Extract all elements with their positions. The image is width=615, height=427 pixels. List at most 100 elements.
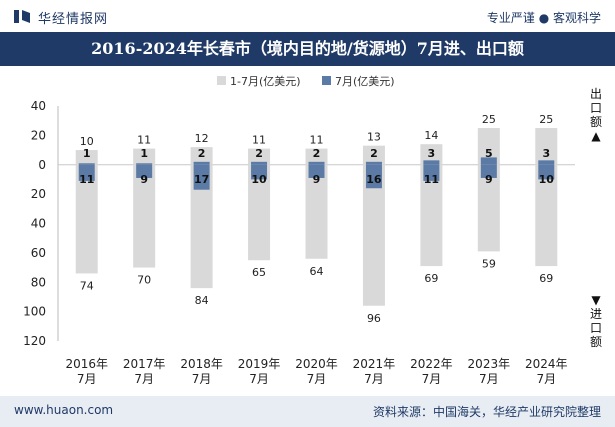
y-tick-label: 80 — [31, 275, 46, 289]
data-label-monthly-import: 10 — [539, 173, 555, 186]
data-label-annual-import: 96 — [367, 312, 381, 325]
data-label-monthly-export: 1 — [83, 147, 91, 160]
bar-monthly-export — [538, 160, 555, 165]
data-label-monthly-import: 9 — [140, 173, 148, 186]
bar-annual-export — [133, 148, 156, 165]
data-label-monthly-import: 17 — [194, 173, 209, 186]
x-category-label: 7月 — [192, 372, 212, 386]
x-category-label: 7月 — [249, 372, 269, 386]
bar-annual-export — [75, 150, 98, 165]
bar-monthly-export — [480, 157, 497, 165]
bar-monthly-import — [480, 164, 497, 178]
export-axis-caption: 额 — [590, 115, 602, 129]
bar-annual-export — [305, 148, 328, 165]
data-label-monthly-export: 2 — [313, 147, 321, 160]
bar-monthly-import — [538, 164, 555, 180]
data-source: 资料来源：中国海关，华经产业研究院整理 — [372, 405, 601, 419]
data-label-monthly-export: 1 — [140, 147, 148, 160]
data-label-annual-import: 70 — [137, 274, 151, 287]
data-label-monthly-import: 9 — [485, 173, 493, 186]
bar-annual-import — [420, 164, 443, 267]
bar-monthly-export — [136, 163, 153, 165]
bar-annual-export — [477, 128, 500, 165]
y-tick-label: 40 — [31, 99, 46, 113]
data-label-annual-export: 10 — [80, 135, 94, 148]
data-label-monthly-import: 16 — [366, 173, 382, 186]
y-tick-label: 100 — [23, 305, 46, 319]
x-category-label: 2016年 — [65, 357, 108, 371]
data-label-annual-export: 25 — [539, 113, 553, 126]
x-category-label: 7月 — [364, 372, 384, 386]
title-bar: 2016-2024年长春市（境内目的地/货源地）7月进、出口额 — [0, 32, 615, 66]
slogan: 专业严谨 ● 客观科学 — [486, 11, 601, 25]
x-category-label: 2023年 — [468, 357, 511, 371]
data-label-monthly-export: 3 — [428, 147, 436, 160]
bar-annual-import — [190, 164, 213, 289]
bar-monthly-import — [365, 164, 382, 189]
footer-bar: www.huaon.com 资料来源：中国海关，华经产业研究院整理 — [0, 396, 615, 427]
data-label-annual-import: 84 — [195, 294, 209, 307]
bar-annual-export — [420, 144, 443, 165]
bar-monthly-import — [193, 164, 210, 190]
x-category-label: 7月 — [77, 372, 97, 386]
x-category-label: 2022年 — [410, 357, 453, 371]
bar-annual-export — [535, 128, 558, 165]
bar-monthly-export — [78, 163, 95, 165]
x-category-label: 2020年 — [295, 357, 338, 371]
bar-annual-import — [75, 164, 98, 274]
top-header: 华经情报网 专业严谨 ● 客观科学 — [0, 0, 615, 32]
legend-swatch-annual — [217, 76, 226, 85]
website-link[interactable]: www.huaon.com — [14, 403, 114, 417]
bar-monthly-import — [251, 164, 268, 180]
data-label-annual-export: 14 — [424, 129, 438, 142]
export-axis-caption: 口 — [590, 101, 602, 115]
x-category-label: 2018年 — [180, 357, 223, 371]
bar-monthly-export — [423, 160, 440, 165]
bar-monthly-export — [308, 161, 325, 165]
bar-annual-import — [133, 164, 156, 268]
data-label-annual-export: 11 — [137, 134, 151, 147]
x-category-label: 7月 — [422, 372, 442, 386]
bar-annual-export — [248, 148, 271, 165]
x-category-label: 2021年 — [353, 357, 396, 371]
data-label-monthly-import: 10 — [251, 173, 267, 186]
bar-monthly-import — [308, 164, 325, 178]
bar-monthly-import — [136, 164, 153, 178]
y-tick-label: 20 — [31, 128, 46, 142]
data-label-monthly-import: 9 — [313, 173, 321, 186]
y-tick-label: 60 — [31, 246, 46, 260]
x-category-label: 7月 — [307, 372, 327, 386]
legend-swatch-monthly — [322, 76, 331, 85]
x-category-label: 2017年 — [123, 357, 166, 371]
bar-annual-import — [535, 164, 558, 267]
data-label-annual-export: 12 — [195, 132, 209, 145]
y-tick-label: 120 — [23, 334, 46, 348]
data-label-annual-export: 11 — [252, 134, 266, 147]
bar-monthly-export — [365, 161, 382, 165]
bar-annual-import — [362, 164, 385, 306]
bar-annual-export — [190, 147, 213, 165]
import-axis-caption: 额 — [590, 335, 602, 349]
import-axis-caption: 进 — [590, 307, 602, 321]
data-label-monthly-export: 3 — [542, 147, 550, 160]
y-tick-label: 0 — [38, 158, 46, 172]
y-tick-label: 40 — [31, 217, 46, 231]
bar-monthly-import — [78, 164, 95, 181]
bar-annual-import — [477, 164, 500, 252]
data-label-monthly-export: 2 — [198, 147, 206, 160]
data-label-annual-import: 59 — [482, 257, 496, 270]
data-label-annual-export: 11 — [310, 134, 324, 147]
data-label-annual-export: 25 — [482, 113, 496, 126]
legend-label-monthly: 7月(亿美元) — [335, 75, 395, 88]
logo-icon — [14, 10, 30, 23]
x-category-label: 7月 — [479, 372, 499, 386]
brand-name: 华经情报网 — [38, 12, 109, 27]
chart: 1-7月(亿美元) 7月(亿美元) 40 20 0 20 40 60 80 100 120 10 74 1… — [23, 75, 602, 386]
x-category-label: 7月 — [134, 372, 154, 386]
data-label-monthly-export: 2 — [255, 147, 263, 160]
y-tick-label: 20 — [31, 187, 46, 201]
data-label-monthly-import: 11 — [424, 173, 439, 186]
data-label-monthly-import: 11 — [79, 173, 94, 186]
bar-monthly-export — [193, 161, 210, 165]
export-axis-caption: ▲ — [591, 129, 601, 143]
